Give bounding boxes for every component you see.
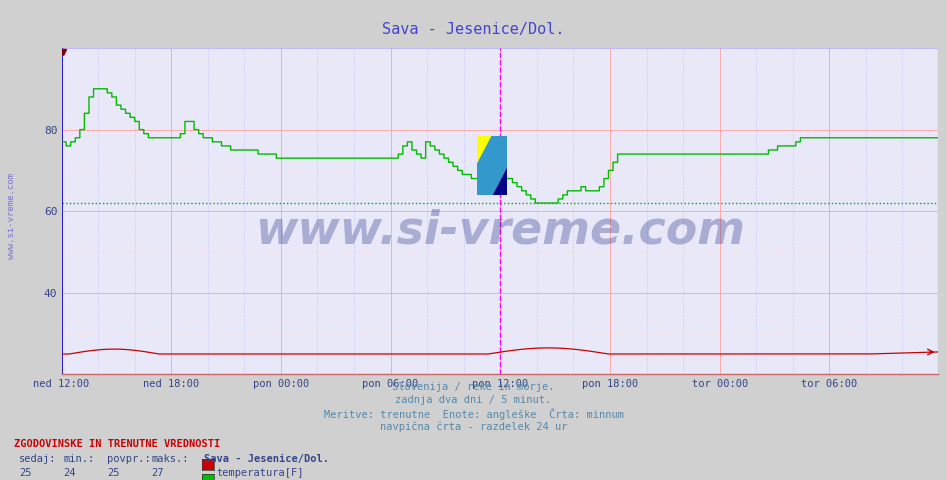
Text: min.:: min.: bbox=[63, 454, 95, 464]
Text: www.si-vreme.com: www.si-vreme.com bbox=[7, 173, 16, 259]
Text: 24: 24 bbox=[63, 468, 76, 478]
Text: www.si-vreme.com: www.si-vreme.com bbox=[255, 208, 744, 253]
Text: 27: 27 bbox=[152, 468, 164, 478]
Text: temperatura[F]: temperatura[F] bbox=[217, 468, 304, 478]
Text: Sava - Jesenice/Dol.: Sava - Jesenice/Dol. bbox=[204, 454, 329, 464]
Text: 25: 25 bbox=[19, 468, 31, 478]
Text: zadnja dva dni / 5 minut.: zadnja dva dni / 5 minut. bbox=[396, 395, 551, 405]
Text: Sava - Jesenice/Dol.: Sava - Jesenice/Dol. bbox=[383, 22, 564, 36]
Text: Slovenija / reke in morje.: Slovenija / reke in morje. bbox=[392, 382, 555, 392]
Text: sedaj:: sedaj: bbox=[19, 454, 57, 464]
Text: povpr.:: povpr.: bbox=[107, 454, 151, 464]
Text: navpična črta - razdelek 24 ur: navpična črta - razdelek 24 ur bbox=[380, 422, 567, 432]
Text: Meritve: trenutne  Enote: angleške  Črta: minnum: Meritve: trenutne Enote: angleške Črta: … bbox=[324, 408, 623, 420]
Text: maks.:: maks.: bbox=[152, 454, 189, 464]
Text: 25: 25 bbox=[107, 468, 119, 478]
Text: ZGODOVINSKE IN TRENUTNE VREDNOSTI: ZGODOVINSKE IN TRENUTNE VREDNOSTI bbox=[14, 439, 221, 449]
